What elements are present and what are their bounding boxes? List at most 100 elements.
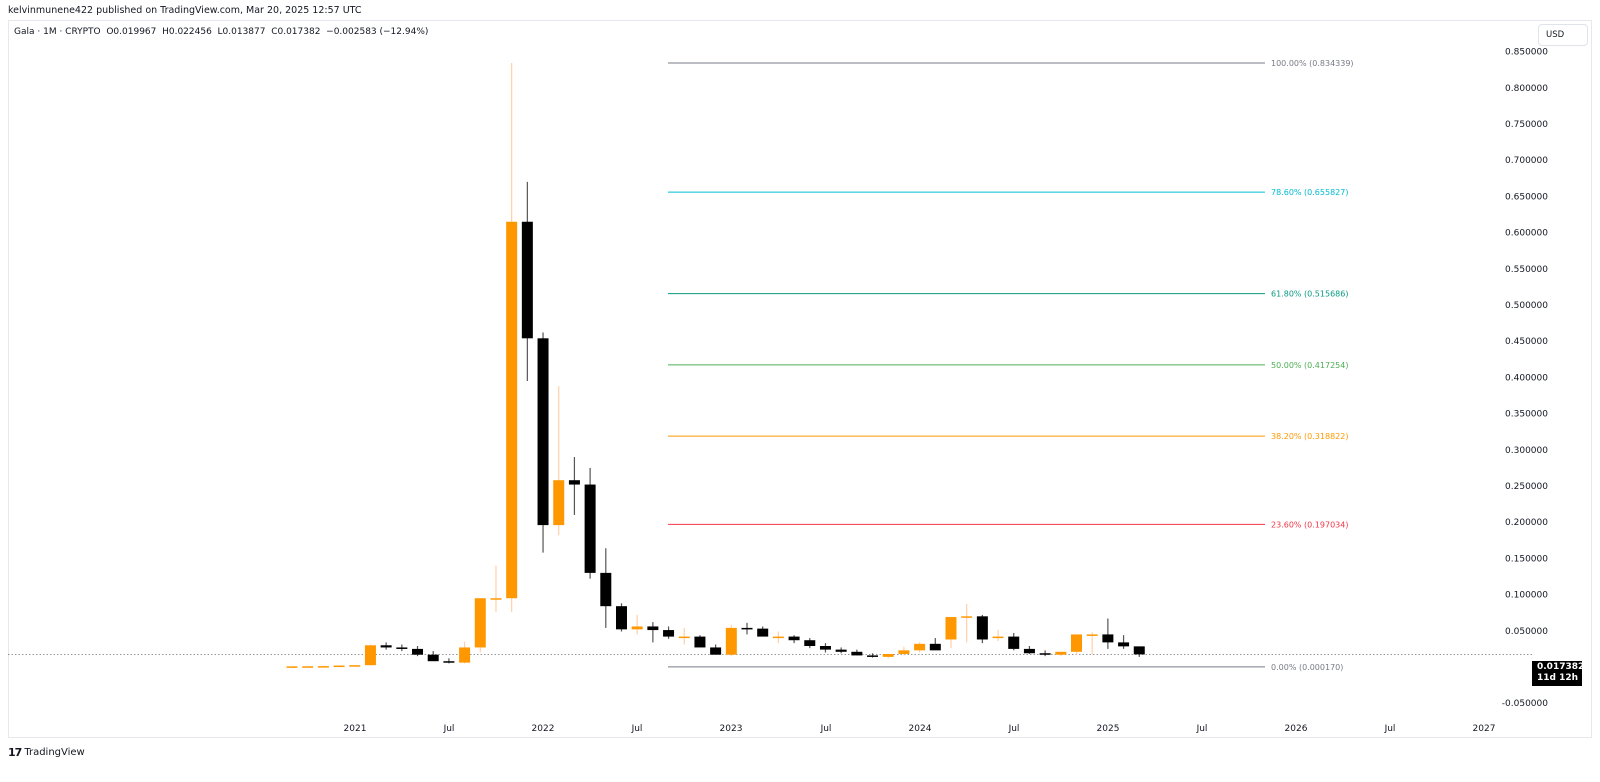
candle[interactable] — [851, 649, 863, 656]
candle[interactable] — [317, 665, 329, 668]
candle[interactable] — [710, 644, 722, 655]
price-tick: 0.800000 — [1505, 84, 1548, 94]
candle[interactable] — [882, 653, 894, 659]
last-price-value: 0.017382 — [1537, 662, 1585, 672]
candle[interactable] — [1071, 634, 1082, 655]
price-tick: 0.350000 — [1505, 410, 1548, 420]
tv-logo-icon: 17 — [8, 746, 22, 759]
candle[interactable] — [914, 642, 926, 653]
candle[interactable] — [929, 638, 941, 651]
published-by-line: kelvinmunene422 published on TradingView… — [8, 5, 362, 16]
candle[interactable] — [678, 627, 690, 645]
time-tick: 2027 — [1473, 724, 1496, 734]
fib-level-label: 78.60% (0.655827) — [1271, 188, 1348, 197]
candle[interactable] — [992, 630, 1004, 641]
time-tick: Jul — [631, 724, 643, 734]
candle[interactable] — [459, 641, 471, 664]
candle[interactable] — [1055, 651, 1067, 657]
price-tick: 0.850000 — [1505, 48, 1548, 58]
price-tick: 0.700000 — [1505, 156, 1548, 166]
time-tick: 2021 — [344, 724, 367, 734]
time-tick: Jul — [1196, 724, 1208, 734]
candle[interactable] — [694, 635, 706, 648]
candle[interactable] — [412, 646, 424, 657]
price-tick: 0.650000 — [1505, 192, 1548, 202]
candle[interactable] — [1118, 635, 1130, 649]
tv-brand-text: TradingView — [24, 747, 85, 758]
candle[interactable] — [537, 332, 549, 553]
candle[interactable] — [1086, 632, 1098, 655]
price-tick: 0.250000 — [1505, 482, 1548, 492]
candle[interactable] — [302, 666, 314, 668]
candle[interactable] — [772, 631, 784, 644]
fib-level-label: 61.80% (0.515686) — [1271, 290, 1348, 299]
candle[interactable] — [553, 386, 565, 536]
price-tick: 0.050000 — [1505, 627, 1548, 637]
price-tick: 0.450000 — [1505, 337, 1548, 347]
candle[interactable] — [961, 604, 973, 643]
candle[interactable] — [584, 467, 596, 579]
time-tick: 2025 — [1097, 724, 1120, 734]
price-tick: 0.750000 — [1505, 120, 1548, 130]
price-tick: -0.050000 — [1502, 699, 1548, 709]
candle[interactable] — [725, 625, 737, 657]
candle[interactable] — [945, 617, 957, 649]
candle[interactable] — [1008, 632, 1020, 651]
candle[interactable] — [788, 635, 800, 644]
candle[interactable] — [396, 644, 408, 652]
candle[interactable] — [506, 62, 518, 612]
time-tick: 2022 — [532, 724, 555, 734]
candle[interactable] — [427, 651, 439, 662]
candle[interactable] — [867, 653, 879, 658]
candle[interactable] — [443, 658, 455, 664]
candle[interactable] — [600, 548, 612, 628]
price-tick: 0.500000 — [1505, 301, 1548, 311]
candle[interactable] — [490, 565, 502, 612]
time-tick: Jul — [443, 724, 455, 734]
candle[interactable] — [804, 638, 816, 649]
candle[interactable] — [521, 181, 533, 382]
fib-level-label: 23.60% (0.197034) — [1271, 520, 1348, 529]
time-tick: Jul — [820, 724, 832, 734]
fib-level-label: 0.00% (0.000170) — [1271, 663, 1343, 672]
price-tick: 0.150000 — [1505, 554, 1548, 564]
candle[interactable] — [1102, 618, 1114, 649]
candle[interactable] — [663, 626, 675, 639]
candle[interactable] — [1023, 646, 1035, 654]
time-tick: 2023 — [720, 724, 743, 734]
fib-level-label: 50.00% (0.417254) — [1271, 361, 1348, 370]
candle[interactable] — [615, 603, 627, 632]
price-tick: 0.550000 — [1505, 265, 1548, 275]
tradingview-logo[interactable]: 17 TradingView — [8, 746, 85, 759]
last-price-tag: 0.017382 11d 12h — [1532, 661, 1585, 686]
time-tick: Jul — [1008, 724, 1020, 734]
candle[interactable] — [364, 644, 376, 666]
candle[interactable] — [819, 643, 831, 653]
candle[interactable] — [741, 622, 753, 635]
chart-frame — [8, 20, 1592, 738]
candle[interactable] — [474, 598, 486, 653]
candle[interactable] — [1133, 646, 1145, 657]
time-tick: 2024 — [909, 724, 932, 734]
candle[interactable] — [333, 665, 345, 668]
candle[interactable] — [1039, 650, 1051, 657]
candle[interactable] — [568, 457, 580, 515]
candle[interactable] — [380, 642, 392, 650]
price-tick: 0.600000 — [1505, 229, 1548, 239]
candle[interactable] — [835, 647, 847, 654]
candle[interactable] — [898, 646, 910, 656]
bar-countdown: 11d 12h — [1537, 673, 1579, 683]
candle[interactable] — [976, 614, 988, 644]
price-tick: 0.300000 — [1505, 446, 1548, 456]
candle[interactable] — [631, 614, 643, 635]
price-tick: 0.400000 — [1505, 373, 1548, 383]
fib-level-label: 100.00% (0.834339) — [1271, 59, 1354, 68]
time-tick: 2026 — [1285, 724, 1308, 734]
candle[interactable] — [647, 622, 659, 643]
price-tick: 0.200000 — [1505, 518, 1548, 528]
candle[interactable] — [286, 666, 298, 668]
candle[interactable] — [349, 664, 361, 667]
candle[interactable] — [757, 626, 769, 637]
currency-selector[interactable]: USD — [1538, 24, 1588, 46]
